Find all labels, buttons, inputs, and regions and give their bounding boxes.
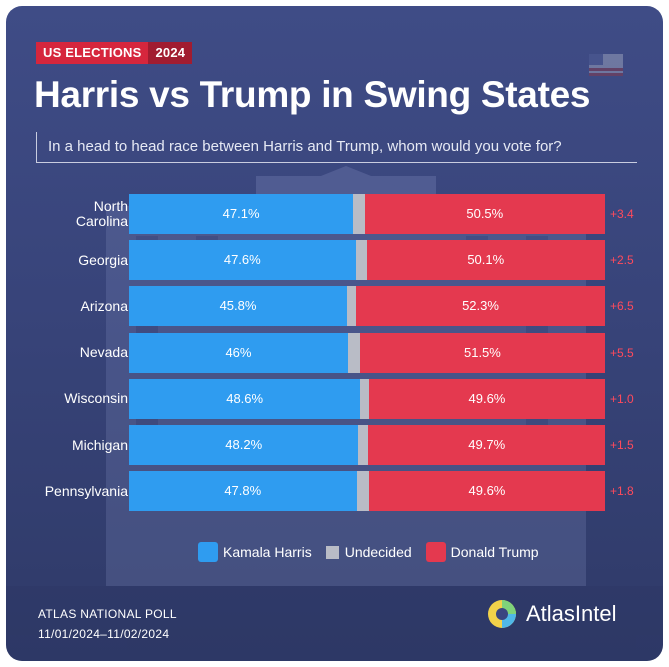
section-tag: US ELECTIONS 2024 <box>36 42 193 64</box>
bar-harris-georgia <box>129 240 356 281</box>
poll-dates: 11/01/2024–11/02/2024 <box>38 627 170 641</box>
bar-undecided-michigan <box>358 425 369 465</box>
bar-trump-pennsylvania <box>368 471 605 512</box>
legend-item-trump: Donald Trump <box>425 542 539 562</box>
bar-harris-arizona <box>129 286 347 327</box>
bar-trump-georgia <box>366 240 605 281</box>
chart-subtitle: In a head to head race between Harris an… <box>48 138 562 155</box>
bar-harris-wisconsin <box>129 378 361 419</box>
trump-avatar-icon <box>425 542 446 562</box>
margin-nevada: +5.5 <box>610 345 634 360</box>
atlasintel-logo-icon <box>488 600 516 628</box>
bar-undecided-wisconsin <box>360 378 369 419</box>
bar-harris-pennsylvania <box>129 471 357 512</box>
margin-michigan: +1.5 <box>610 438 634 452</box>
undecided-swatch-icon <box>325 545 339 559</box>
bar-trump-north-carolina <box>364 194 605 234</box>
bar-undecided-georgia <box>355 240 367 281</box>
state-label-michigan: Michigan <box>71 436 128 453</box>
margin-pennsylvania: +1.8 <box>610 484 634 499</box>
page-title: Harris vs Trump in Swing States <box>34 74 591 115</box>
bar-undecided-pennsylvania <box>356 471 369 512</box>
value-trump-wisconsin: 49.6% <box>468 390 506 406</box>
legend-undecided-label: Undecided <box>344 544 412 560</box>
tag-us-elections: US ELECTIONS <box>36 42 149 64</box>
bar-undecided-nevada <box>347 332 360 373</box>
poll-name: ATLAS NATIONAL POLL <box>38 607 177 621</box>
brand-name: AtlasIntel <box>526 601 617 626</box>
value-harris-north-carolina: 47.1% <box>222 206 260 221</box>
value-harris-pennsylvania: 47.8% <box>224 483 262 499</box>
margin-wisconsin: +1.0 <box>610 391 634 406</box>
legend-trump-label: Donald Trump <box>450 544 539 560</box>
legend-item-undecided: Undecided <box>325 544 412 560</box>
legend: Kamala Harris Undecided Donald Trump <box>198 542 553 562</box>
state-label-pennsylvania: Pennsylvania <box>44 482 128 499</box>
bar-trump-michigan <box>368 425 605 465</box>
value-harris-wisconsin: 48.6% <box>226 390 264 406</box>
bar-harris-north-carolina <box>129 194 354 234</box>
value-harris-georgia: 47.6% <box>223 252 261 268</box>
harris-avatar-icon <box>198 542 218 562</box>
poll-info: ATLAS NATIONAL POLL 11/01/2024–11/02/202… <box>38 604 177 644</box>
bar-undecided-north-carolina <box>353 194 365 234</box>
bar-trump-wisconsin <box>368 378 605 419</box>
bar-harris-nevada <box>129 332 348 373</box>
bar-undecided-arizona <box>347 286 357 327</box>
infographic-card: US ELECTIONS 2024 Harris vs Trump in Swi… <box>6 6 663 661</box>
value-trump-arizona: 52.3% <box>462 298 499 314</box>
value-trump-north-carolina: 50.5% <box>466 206 504 221</box>
state-label-georgia: Georgia <box>78 251 128 268</box>
bar-harris-michigan <box>129 425 359 465</box>
margin-arizona: +6.5 <box>610 299 634 314</box>
value-trump-pennsylvania: 49.6% <box>468 483 506 499</box>
value-harris-nevada: 46% <box>225 344 252 360</box>
legend-item-harris: Kamala Harris <box>198 542 312 562</box>
state-label-wisconsin: Wisconsin <box>64 390 128 407</box>
margin-georgia: +2.5 <box>610 253 634 268</box>
bar-trump-nevada <box>359 332 605 373</box>
brand-logo: AtlasIntel <box>486 598 617 630</box>
state-label-arizona: Arizona <box>80 297 128 314</box>
flag-icon <box>589 54 623 76</box>
tag-year: 2024 <box>148 42 193 64</box>
subtitle-bracket <box>36 132 637 163</box>
value-trump-nevada: 51.5% <box>463 344 501 360</box>
value-trump-michigan: 49.7% <box>468 437 506 452</box>
legend-harris-label: Kamala Harris <box>223 544 312 560</box>
margin-north-carolina: +3.4 <box>610 207 634 221</box>
value-harris-arizona: 45.8% <box>219 298 257 314</box>
state-label-north-carolina: North Carolina <box>75 198 128 229</box>
bar-trump-arizona <box>356 286 605 327</box>
value-trump-georgia: 50.1% <box>467 252 505 268</box>
state-label-nevada: Nevada <box>79 344 128 361</box>
value-harris-michigan: 48.2% <box>225 437 263 452</box>
